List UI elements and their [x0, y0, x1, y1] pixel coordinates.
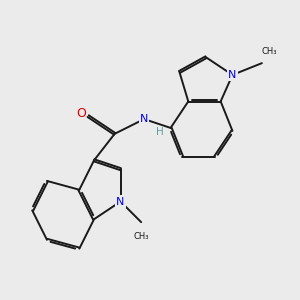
Text: O: O: [76, 107, 86, 120]
Text: N: N: [116, 196, 125, 206]
Text: CH₃: CH₃: [262, 47, 277, 56]
Text: CH₃: CH₃: [134, 232, 149, 242]
Text: H: H: [156, 127, 164, 137]
Text: N: N: [228, 70, 237, 80]
Text: N: N: [140, 114, 148, 124]
